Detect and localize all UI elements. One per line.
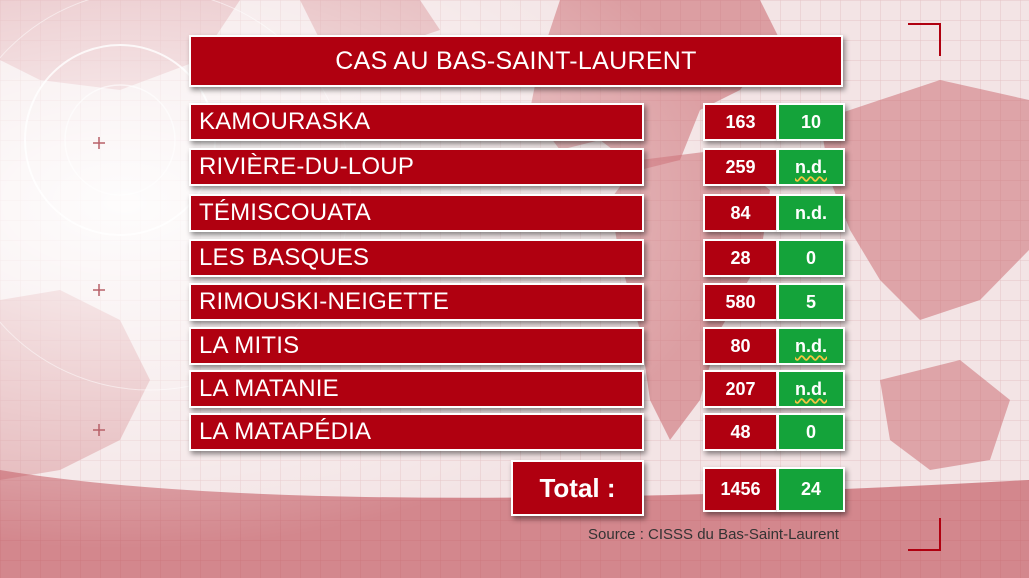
second-value-text: n.d.	[795, 378, 827, 399]
second-value-text: 0	[805, 247, 816, 268]
total-second-value: 24	[777, 467, 845, 512]
case-count: 80	[703, 327, 778, 365]
case-count: 48	[703, 413, 778, 451]
region-name: KAMOURASKA	[189, 103, 644, 141]
case-count: 207	[703, 370, 778, 408]
source-credit: Source : CISSS du Bas-Saint-Laurent	[588, 526, 839, 543]
region-name: LES BASQUES	[189, 239, 644, 277]
page-title: CAS AU BAS-SAINT-LAURENT	[189, 35, 843, 87]
total-label: Total :	[511, 460, 644, 516]
case-count: 84	[703, 194, 778, 232]
region-name: LA MATANIE	[189, 370, 644, 408]
case-count: 580	[703, 283, 778, 321]
second-value: n.d.	[777, 327, 845, 365]
second-value-text: 5	[805, 291, 816, 312]
second-value-text: 10	[800, 111, 822, 132]
second-value: 0	[777, 413, 845, 451]
case-count: 28	[703, 239, 778, 277]
second-value: 0	[777, 239, 845, 277]
case-count: 259	[703, 148, 778, 186]
second-value-text: 0	[805, 421, 816, 442]
second-value: 5	[777, 283, 845, 321]
region-name: LA MATAPÉDIA	[189, 413, 644, 451]
second-value-text: n.d.	[795, 335, 827, 356]
region-name: LA MITIS	[189, 327, 644, 365]
region-name: RIMOUSKI-NEIGETTE	[189, 283, 644, 321]
case-count: 163	[703, 103, 778, 141]
second-value-text: n.d.	[795, 202, 827, 223]
second-value: 10	[777, 103, 845, 141]
second-value-text: n.d.	[795, 156, 827, 177]
region-name: TÉMISCOUATA	[189, 194, 644, 232]
second-value: n.d.	[777, 370, 845, 408]
second-value: n.d.	[777, 194, 845, 232]
second-value: n.d.	[777, 148, 845, 186]
region-name: RIVIÈRE-DU-LOUP	[189, 148, 644, 186]
total-cases: 1456	[703, 467, 778, 512]
